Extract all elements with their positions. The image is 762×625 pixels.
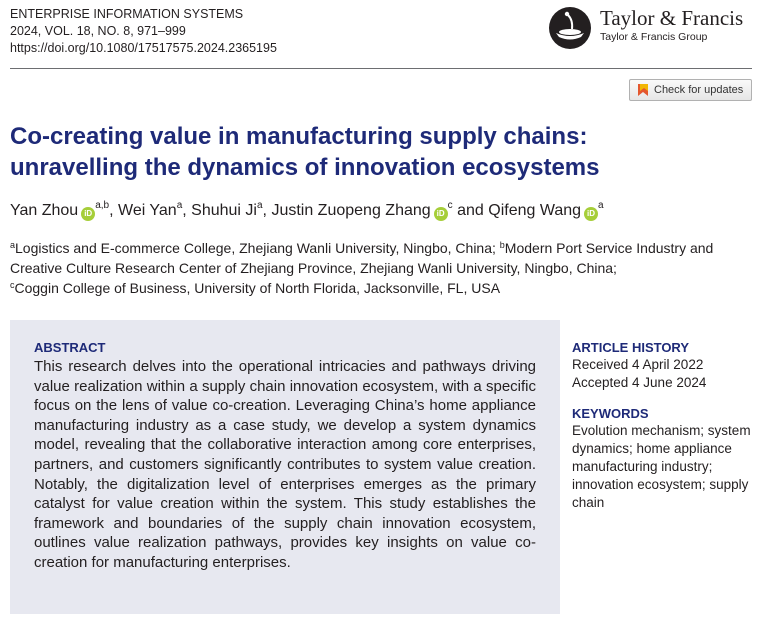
affiliation-b: Modern Port Service Industry and Creativ…: [10, 240, 714, 276]
publisher-logo[interactable]: Taylor & Francis Taylor & Francis Group: [548, 6, 743, 50]
bookmark-icon: [638, 84, 648, 96]
journal-name: ENTERPRISE INFORMATION SYSTEMS: [10, 7, 244, 21]
accepted-date: Accepted 4 June 2024: [572, 375, 707, 390]
keywords-section: KEYWORDS Evolution mechanism; system dyn…: [572, 406, 752, 512]
author-affiliation-mark: a: [256, 200, 263, 211]
received-date: Received 4 April 2022: [572, 357, 704, 372]
article-history: ARTICLE HISTORY Received 4 April 2022 Ac…: [572, 340, 752, 392]
doi-link[interactable]: https://doi.org/10.1080/17517575.2024.23…: [10, 41, 277, 55]
article-history-heading: ARTICLE HISTORY: [572, 340, 690, 355]
journal-volume: 2024, VOL. 18, NO. 8, 971–999: [10, 24, 186, 38]
author-name[interactable]: Wei Yan: [118, 202, 177, 219]
abstract-heading: ABSTRACT: [34, 340, 106, 355]
author-affiliation-mark: a,b: [95, 200, 110, 211]
abstract-box: ABSTRACT This research delves into the o…: [10, 320, 560, 614]
abstract-text: This research delves into the operationa…: [34, 358, 536, 571]
affiliations: aLogistics and E-commerce College, Zheji…: [10, 240, 714, 296]
author-affiliation-mark: a: [598, 200, 604, 211]
affiliation-c: Coggin College of Business, University o…: [14, 280, 501, 296]
author-name[interactable]: Shuhui Ji: [191, 202, 257, 219]
author-name[interactable]: Qifeng Wang: [488, 202, 582, 219]
check-for-updates-label: Check for updates: [654, 84, 744, 96]
orcid-icon[interactable]: iD: [584, 207, 599, 221]
publisher-brand: Taylor & Francis: [600, 6, 744, 30]
orcid-icon[interactable]: iD: [433, 207, 448, 221]
author-affiliation-mark: c: [447, 200, 453, 211]
author-name[interactable]: Justin Zuopeng Zhang: [271, 202, 431, 219]
journal-info: ENTERPRISE INFORMATION SYSTEMS 2024, VOL…: [10, 6, 277, 57]
keywords-heading: KEYWORDS: [572, 406, 649, 421]
orcid-icon[interactable]: iD: [81, 207, 96, 221]
author-name[interactable]: Yan Zhou: [10, 202, 79, 219]
article-title: Co-creating value in manufacturing suppl…: [10, 121, 710, 183]
lamp-logo-icon: [549, 7, 591, 49]
title-line-1: Co-creating value in manufacturing suppl…: [10, 123, 588, 150]
keywords-text: Evolution mechanism; system dynamics; ho…: [572, 423, 751, 510]
affiliation-a: Logistics and E-commerce College, Zhejia…: [15, 240, 500, 256]
author-affiliation-mark: a: [176, 200, 183, 211]
header-divider: [10, 68, 752, 69]
publisher-group: Taylor & Francis Group: [600, 31, 708, 43]
title-line-2: unravelling the dynamics of innovation e…: [10, 154, 600, 181]
check-for-updates-button[interactable]: Check for updates: [629, 79, 752, 101]
author-list: Yan Zhou iDa,b, Wei Yana, Shuhui Jia, Jus…: [10, 200, 604, 221]
